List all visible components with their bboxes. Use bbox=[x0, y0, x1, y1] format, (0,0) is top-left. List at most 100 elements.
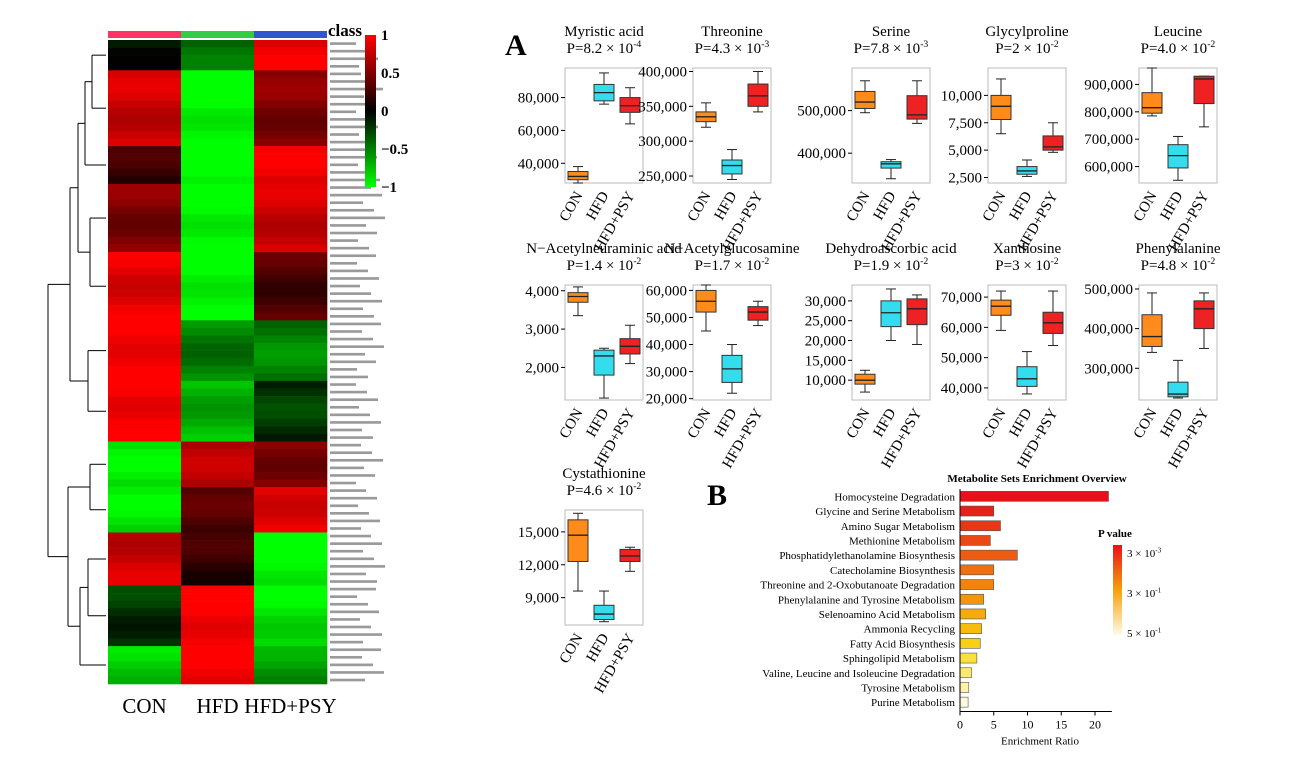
row-label-mark bbox=[330, 360, 376, 364]
row-label-mark bbox=[330, 231, 377, 235]
heatmap-cell bbox=[108, 100, 182, 109]
heatmap-group-label: HFD+PSY bbox=[244, 694, 336, 718]
heatmap-cell bbox=[108, 487, 182, 495]
heatmap-cell bbox=[108, 327, 182, 336]
heatmap-cell bbox=[108, 305, 182, 314]
row-label-mark bbox=[330, 277, 379, 280]
row-label-mark bbox=[330, 625, 371, 629]
heatmap-cell bbox=[108, 464, 182, 473]
y-tick-label: 500,000 bbox=[797, 104, 846, 120]
plot-frame bbox=[987, 284, 1067, 401]
heatmap-cell bbox=[254, 93, 328, 101]
pathway-label: Threonine and 2-Oxobutanoate Degradation bbox=[760, 580, 955, 592]
heatmap-cell bbox=[108, 365, 182, 374]
y-tick-label: 400,000 bbox=[638, 64, 687, 80]
heatmap-cell bbox=[181, 229, 255, 238]
heatmap-cell bbox=[254, 282, 328, 291]
heatmap-cell bbox=[254, 290, 328, 298]
row-label-mark bbox=[330, 383, 356, 386]
heatmap-cell bbox=[181, 77, 255, 86]
heatmap-cell bbox=[108, 570, 182, 579]
heatmap-cell bbox=[254, 146, 328, 154]
heatmap-cell bbox=[254, 183, 328, 192]
row-label-mark bbox=[330, 133, 359, 136]
heatmap-cell bbox=[181, 108, 255, 117]
row-label-mark bbox=[330, 678, 365, 682]
heatmap-cell bbox=[108, 214, 182, 223]
boxplot-pvalue: P=3 × 10-2 bbox=[995, 256, 1059, 274]
heatmap-cell bbox=[254, 494, 328, 503]
heatmap-cell bbox=[108, 426, 182, 435]
heatmap-cell bbox=[108, 403, 182, 412]
boxplot-title: Cystathionine bbox=[562, 466, 646, 482]
row-label-mark bbox=[330, 405, 359, 409]
row-label-mark bbox=[330, 519, 380, 523]
row-label-mark bbox=[330, 140, 370, 144]
box bbox=[854, 373, 876, 385]
boxplot-pvalue: P=1.7 × 10-2 bbox=[695, 256, 770, 274]
boxplot-pvalue: P=1.9 × 10-2 bbox=[854, 256, 929, 274]
heatmap-cell bbox=[181, 236, 255, 245]
row-label-mark bbox=[330, 65, 359, 68]
heatmap-cell bbox=[254, 449, 328, 458]
pathway-label: Tyrosine Metabolism bbox=[861, 682, 955, 694]
pathway-label: Valine, Leucine and Isoleucine Degradati… bbox=[762, 668, 955, 680]
row-label-mark bbox=[330, 307, 363, 311]
y-tick-label: 800,000 bbox=[1084, 105, 1133, 121]
heatmap-cell bbox=[108, 252, 182, 261]
row-label-mark bbox=[330, 610, 379, 614]
heatmap-cell bbox=[254, 274, 328, 283]
heatmap-cell bbox=[254, 517, 328, 526]
panel-a-label: A bbox=[505, 29, 527, 62]
boxplot-title: Leucine bbox=[1154, 24, 1203, 40]
heatmap-cell bbox=[108, 441, 182, 450]
y-tick-label: 4,000 bbox=[525, 284, 559, 300]
enrichment-bar bbox=[959, 608, 986, 620]
row-label-mark bbox=[330, 148, 366, 151]
plot-frame bbox=[564, 67, 644, 184]
y-tick-label: 20,000 bbox=[646, 392, 687, 408]
row-label-mark bbox=[330, 580, 377, 583]
heatmap-cell bbox=[181, 214, 255, 223]
heatmap-cell bbox=[254, 199, 328, 207]
heatmap-cell bbox=[254, 570, 328, 579]
box bbox=[747, 306, 769, 321]
row-label-mark bbox=[330, 72, 361, 76]
heatmap-cell bbox=[108, 380, 182, 389]
heatmap-cell bbox=[254, 577, 328, 586]
heatmap-cell bbox=[181, 630, 255, 639]
legend-label: 3 × 10-1 bbox=[1127, 587, 1162, 600]
heatmap-cell bbox=[254, 600, 328, 609]
box bbox=[880, 161, 902, 169]
heatmap-cell bbox=[254, 471, 328, 480]
x-tick-label: CON bbox=[1131, 189, 1161, 225]
y-tick-label: 2,000 bbox=[525, 360, 559, 376]
row-label-mark bbox=[330, 489, 366, 492]
heatmap-cell bbox=[181, 312, 255, 321]
box bbox=[906, 95, 928, 120]
heatmap-cell bbox=[254, 40, 328, 48]
pathway-label: Glycine and Serine Metabolism bbox=[815, 506, 955, 518]
heatmap-cell bbox=[254, 396, 328, 404]
heatmap-cell bbox=[108, 509, 182, 518]
y-tick-label: 700,000 bbox=[1084, 132, 1133, 148]
colorbar bbox=[365, 35, 376, 187]
heatmap-cell bbox=[181, 396, 255, 404]
heatmap-cell bbox=[181, 668, 255, 677]
heatmap-cell bbox=[254, 418, 328, 427]
box bbox=[1167, 144, 1189, 169]
heatmap-cell bbox=[254, 85, 328, 94]
heatmap-cell bbox=[108, 274, 182, 283]
heatmap-cell bbox=[108, 661, 182, 670]
row-label-mark bbox=[330, 602, 368, 606]
boxplot-title: Xanthosine bbox=[993, 241, 1062, 257]
row-label-mark bbox=[330, 398, 378, 402]
heatmap-cell bbox=[181, 471, 255, 480]
heatmap-cell bbox=[181, 259, 255, 268]
row-label-mark bbox=[330, 618, 360, 621]
y-tick-label: 2,500 bbox=[948, 171, 982, 187]
heatmap-cell bbox=[108, 47, 182, 56]
heatmap-cell bbox=[181, 146, 255, 154]
